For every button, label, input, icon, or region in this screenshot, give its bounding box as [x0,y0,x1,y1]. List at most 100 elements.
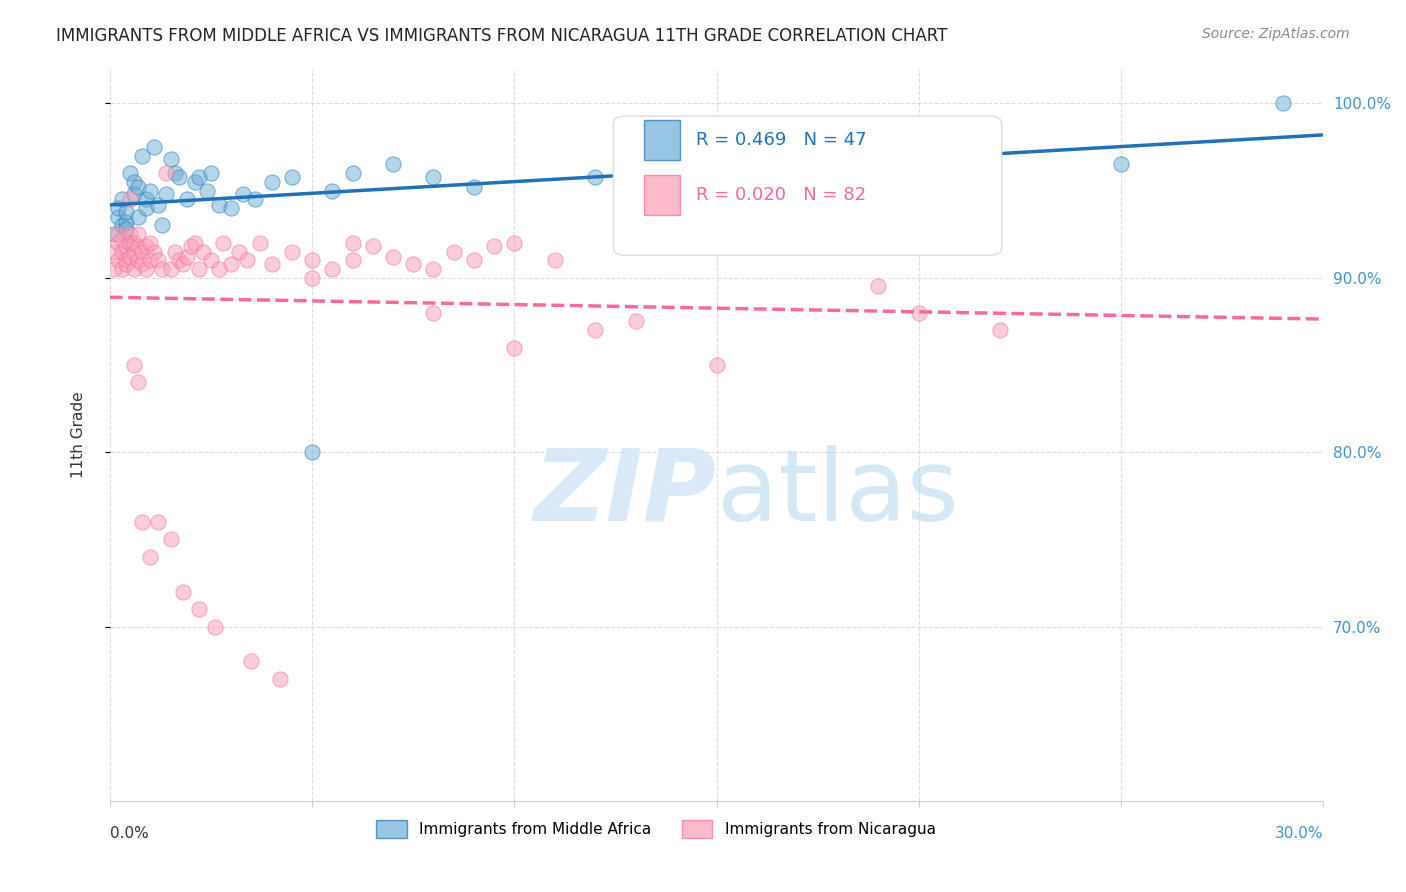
Point [139,235,162,250]
Point [907,152,929,166]
Point [544,253,567,268]
Point [120,227,142,242]
Point [107,235,129,250]
Text: 0.0%: 0.0% [110,826,149,841]
Point [103,227,125,242]
Point [111,219,134,233]
Point [219,201,242,215]
Point [382,157,405,171]
Text: 30.0%: 30.0% [1275,826,1323,841]
Point [103,262,125,277]
Point [195,184,218,198]
Point [240,654,263,668]
Point [422,305,444,319]
Point [342,253,364,268]
Point [269,672,291,686]
Point [159,533,181,547]
Point [868,279,890,293]
Point [139,253,162,268]
Point [176,250,198,264]
Point [208,262,231,277]
Point [107,201,129,215]
Point [184,235,207,250]
Point [127,210,149,224]
Text: R = 0.020   N = 82: R = 0.020 N = 82 [696,186,866,204]
Point [583,323,606,337]
Point [131,515,153,529]
Point [107,227,129,242]
Point [342,166,364,180]
Point [1109,157,1132,171]
Point [139,184,162,198]
Point [155,187,177,202]
Point [152,262,174,277]
Point [402,257,425,271]
Point [180,239,202,253]
Point [111,192,134,206]
Point [163,166,186,180]
Point [172,257,194,271]
Point [131,244,153,259]
Point [245,192,267,206]
Legend: Immigrants from Middle Africa, Immigrants from Nicaragua: Immigrants from Middle Africa, Immigrant… [370,814,942,845]
FancyBboxPatch shape [613,116,1001,255]
Point [361,239,384,253]
Point [706,166,728,180]
Point [148,515,170,529]
Point [131,149,153,163]
Text: Source: ZipAtlas.com: Source: ZipAtlas.com [1202,27,1350,41]
Point [122,175,145,189]
Point [228,244,250,259]
Point [187,602,209,616]
Point [115,257,138,271]
Text: IMMIGRANTS FROM MIDDLE AFRICA VS IMMIGRANTS FROM NICARAGUA 11TH GRADE CORRELATIO: IMMIGRANTS FROM MIDDLE AFRICA VS IMMIGRA… [56,27,948,45]
Point [624,314,647,328]
Point [200,253,222,268]
Point [706,358,728,372]
Point [159,152,181,166]
Point [148,253,170,268]
Point [187,169,209,184]
Point [111,232,134,246]
Point [120,166,142,180]
Text: R = 0.469   N = 47: R = 0.469 N = 47 [696,130,866,149]
Point [122,244,145,259]
Point [167,169,190,184]
Point [232,187,254,202]
Point [127,227,149,242]
Point [139,549,162,564]
Point [135,262,157,277]
Point [127,253,149,268]
Point [281,244,304,259]
Point [503,235,526,250]
Point [115,222,138,236]
Point [122,235,145,250]
Point [422,262,444,277]
Point [988,323,1011,337]
Point [463,180,485,194]
Point [443,244,465,259]
Point [107,253,129,268]
Point [191,244,214,259]
Point [120,192,142,206]
Point [127,239,149,253]
Point [135,201,157,215]
Point [127,180,149,194]
Point [907,305,929,319]
Point [143,244,166,259]
Point [204,619,226,633]
Point [212,235,235,250]
Point [122,262,145,277]
Point [382,250,405,264]
Y-axis label: 11th Grade: 11th Grade [72,392,86,478]
Point [111,244,134,259]
Point [301,270,323,285]
Point [422,169,444,184]
Point [120,235,142,250]
Point [122,187,145,202]
Point [482,239,505,253]
Point [176,192,198,206]
Point [127,376,149,390]
Point [342,235,364,250]
Point [120,250,142,264]
